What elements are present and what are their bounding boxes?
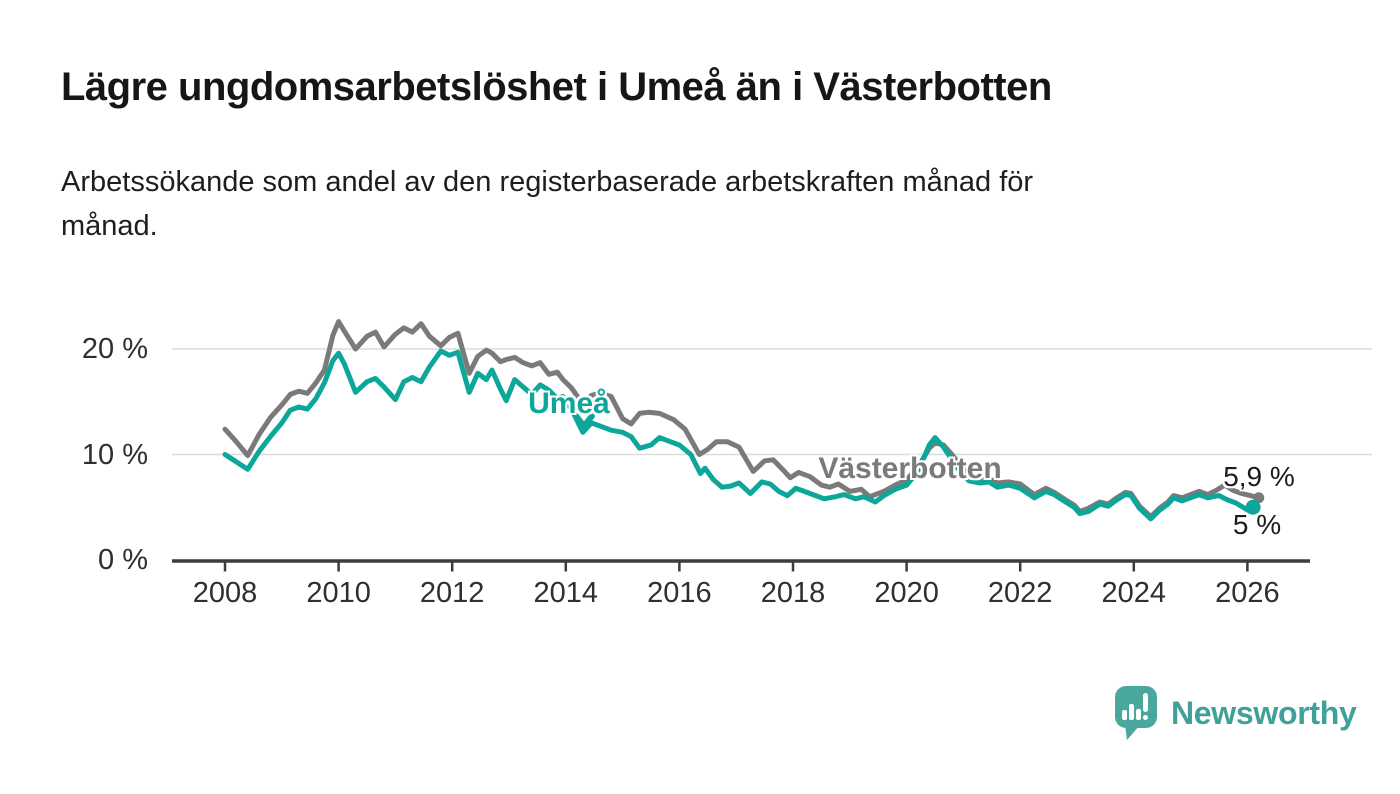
y-tick-label: 10 % bbox=[81, 438, 148, 471]
bar-chart-speech-bubble-icon bbox=[1115, 686, 1157, 740]
end-dot-umeå bbox=[1245, 499, 1261, 515]
x-axis bbox=[172, 559, 1310, 572]
x-tick-label: 2022 bbox=[987, 577, 1053, 609]
line-umeå bbox=[222, 348, 1256, 522]
x-tick-label: 2016 bbox=[647, 577, 712, 609]
newsworthy-logo[interactable]: Newsworthy bbox=[1113, 685, 1357, 741]
x-tick-label: 2018 bbox=[760, 577, 826, 609]
subtitle-line-2: månad. bbox=[61, 210, 158, 242]
x-tick-label: 2012 bbox=[419, 577, 485, 609]
page-title: Lägre ungdomsarbetslöshet i Umeå än i Vä… bbox=[61, 65, 1052, 109]
x-tick-label: 2024 bbox=[1101, 577, 1167, 609]
end-value-label-vasterbotten: 5,9 % bbox=[1223, 461, 1295, 492]
series-label-umea: Umeå bbox=[528, 387, 610, 420]
chart-subtitle: Arbetssökande som andel av den registerb… bbox=[61, 160, 1301, 248]
x-tick-label: 2010 bbox=[306, 577, 371, 609]
y-tick-label: 20 % bbox=[81, 333, 148, 365]
subtitle-line-1: Arbetssökande som andel av den registerb… bbox=[61, 166, 1034, 198]
x-tick-label: 2008 bbox=[192, 577, 258, 609]
x-tick-label: 2014 bbox=[533, 577, 599, 609]
series-label-vasterbotten: Västerbotten bbox=[818, 452, 1002, 485]
end-value-label-umea: 5 % bbox=[1232, 509, 1282, 540]
data-lines bbox=[222, 319, 1265, 522]
chevron-down-icon bbox=[573, 413, 595, 429]
gridlines bbox=[172, 348, 1372, 456]
newsworthy-wordmark: Newsworthy bbox=[1171, 694, 1357, 731]
x-tick-label: 2026 bbox=[1215, 577, 1280, 609]
x-tick-label: 2020 bbox=[874, 577, 939, 609]
y-tick-label: 0 % bbox=[98, 544, 148, 576]
